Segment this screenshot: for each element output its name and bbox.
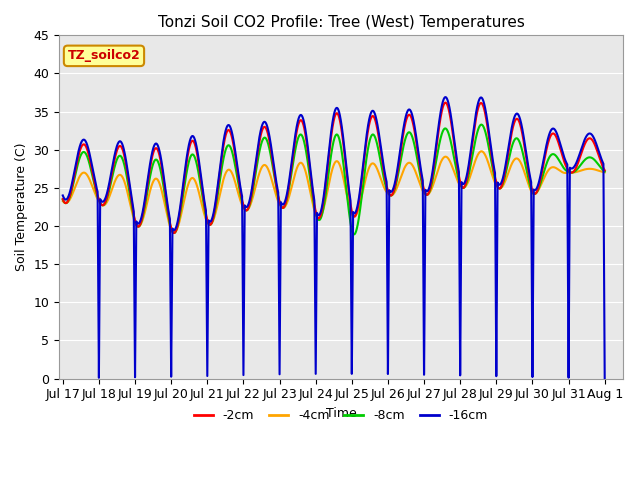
Legend: -2cm, -4cm, -8cm, -16cm: -2cm, -4cm, -8cm, -16cm — [189, 404, 493, 427]
Y-axis label: Soil Temperature (C): Soil Temperature (C) — [15, 143, 28, 271]
X-axis label: Time: Time — [326, 407, 356, 420]
Text: TZ_soilco2: TZ_soilco2 — [68, 49, 140, 62]
Title: Tonzi Soil CO2 Profile: Tree (West) Temperatures: Tonzi Soil CO2 Profile: Tree (West) Temp… — [157, 15, 524, 30]
